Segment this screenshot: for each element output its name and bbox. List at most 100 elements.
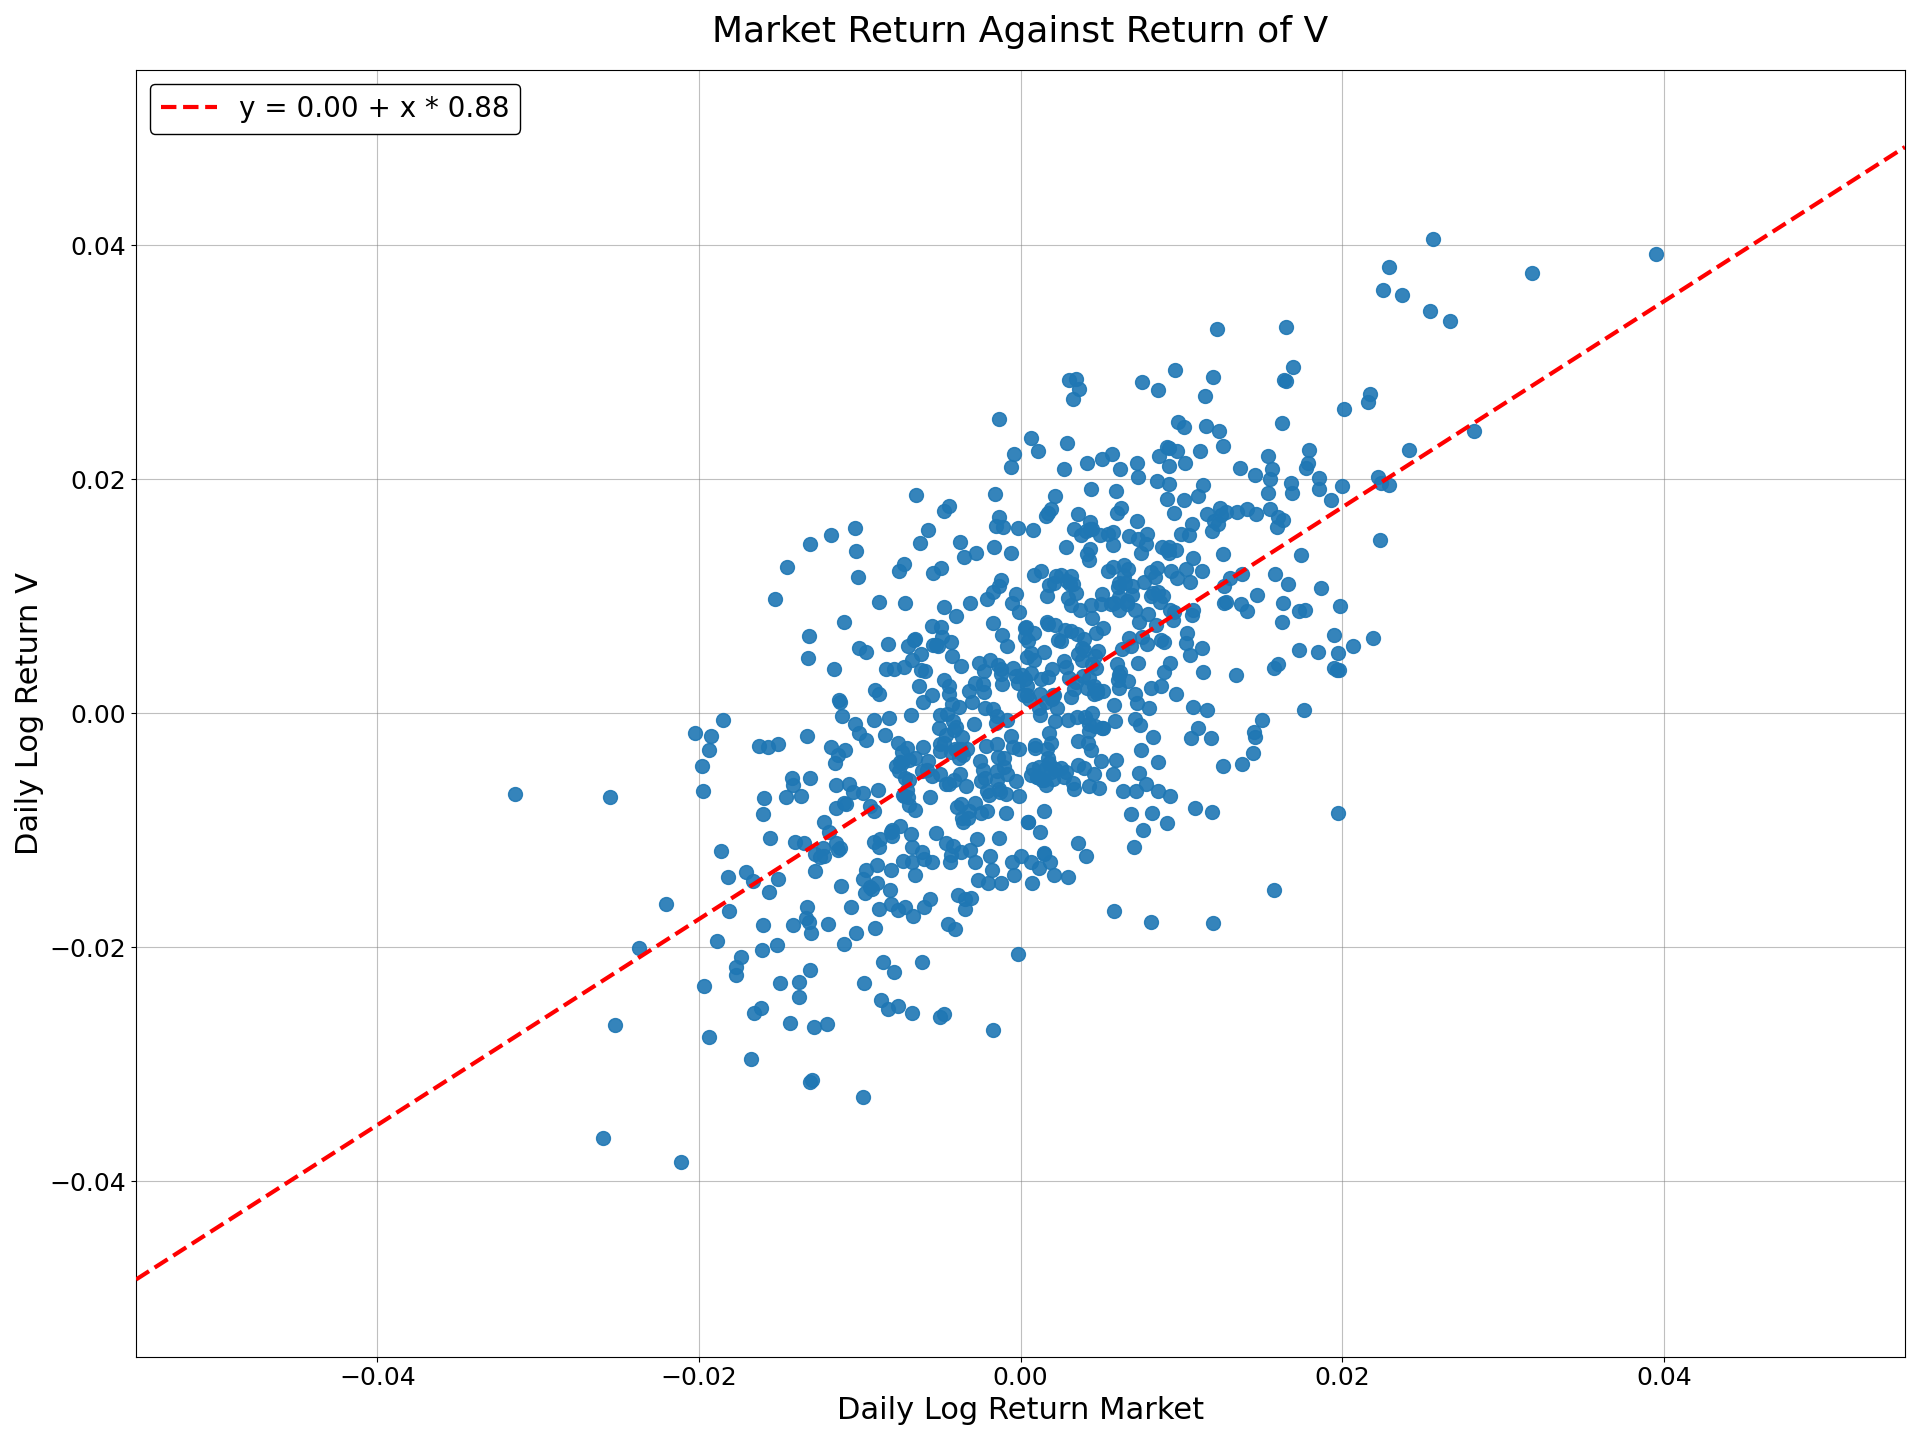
Point [968, 681, 998, 704]
Point [1087, 583, 1117, 606]
Point [899, 628, 929, 651]
Point [789, 831, 820, 854]
Point [925, 1005, 956, 1028]
Point [879, 960, 910, 984]
Point [1187, 559, 1217, 582]
Point [1154, 436, 1185, 459]
Point [1133, 697, 1164, 720]
Point [895, 749, 925, 772]
Point [1010, 668, 1041, 691]
Point [1373, 256, 1404, 279]
Point [1210, 592, 1240, 615]
Point [1267, 590, 1298, 613]
Point [908, 690, 939, 713]
Point [1306, 576, 1336, 599]
Point [1075, 739, 1106, 762]
Point [1052, 586, 1083, 609]
Point [1238, 742, 1269, 765]
Point [950, 897, 981, 920]
Point [1119, 683, 1150, 706]
Point [900, 746, 931, 769]
Point [958, 713, 989, 736]
Point [831, 792, 862, 815]
Point [1137, 585, 1167, 608]
Point [891, 736, 922, 759]
Point [1290, 456, 1321, 480]
Point [1142, 779, 1173, 802]
Point [1043, 628, 1073, 651]
Point [1079, 683, 1110, 706]
Point [1267, 508, 1298, 531]
Point [1202, 318, 1233, 341]
Point [707, 840, 737, 863]
Point [887, 740, 918, 763]
Point [877, 819, 908, 842]
Point [1415, 300, 1446, 323]
Point [1288, 698, 1319, 721]
Point [1041, 564, 1071, 588]
Point [849, 971, 879, 994]
Point [1154, 651, 1185, 674]
Point [1025, 821, 1056, 844]
Point [1459, 419, 1490, 442]
Point [1152, 487, 1183, 510]
Point [1292, 451, 1323, 474]
Point [747, 939, 778, 962]
Point [925, 557, 956, 580]
Point [924, 716, 954, 739]
Point [1160, 359, 1190, 382]
Point [925, 762, 956, 785]
Point [1056, 593, 1087, 616]
Point [897, 835, 927, 858]
Point [962, 828, 993, 851]
Point [1023, 439, 1054, 462]
Point [812, 1012, 843, 1035]
Point [981, 704, 1012, 727]
Point [1156, 560, 1187, 583]
Point [693, 1025, 724, 1048]
Point [799, 1015, 829, 1038]
Point [1190, 384, 1221, 408]
Point [1212, 590, 1242, 613]
Point [1052, 708, 1083, 732]
Point [795, 531, 826, 554]
Point [1190, 415, 1221, 438]
Point [1434, 310, 1465, 333]
Point [1006, 845, 1037, 868]
Point [991, 783, 1021, 806]
Point [1238, 726, 1269, 749]
Point [983, 827, 1014, 850]
Point [1123, 611, 1154, 634]
Point [1092, 560, 1123, 583]
Point [793, 724, 824, 747]
Point [954, 840, 985, 863]
Point [998, 442, 1029, 465]
Point [772, 786, 803, 809]
Point [1037, 687, 1068, 710]
Point [864, 683, 895, 706]
Point [1261, 516, 1292, 539]
Point [998, 657, 1029, 680]
Point [1031, 756, 1062, 779]
Point [864, 835, 895, 858]
Point [1039, 710, 1069, 733]
Point [856, 877, 887, 900]
Point [962, 868, 993, 891]
Point [1079, 714, 1110, 737]
Point [1290, 599, 1321, 622]
Point [1058, 518, 1089, 541]
Point [1242, 583, 1273, 606]
Point [1071, 844, 1102, 867]
Point [826, 837, 856, 860]
Point [1033, 501, 1064, 524]
Point [1227, 752, 1258, 775]
Point [885, 814, 916, 837]
Point [837, 780, 868, 804]
Point [1114, 626, 1144, 649]
Point [599, 1014, 630, 1037]
Point [1202, 513, 1233, 536]
Point [960, 671, 991, 694]
Point [1039, 572, 1069, 595]
Point [904, 675, 935, 698]
Point [1037, 683, 1068, 706]
